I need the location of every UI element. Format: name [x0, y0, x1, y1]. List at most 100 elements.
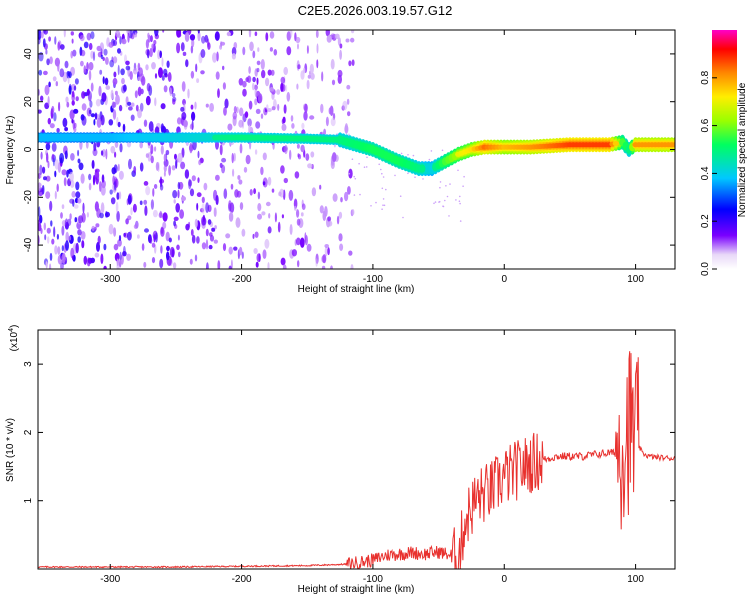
snr-x-tick-label: -100: [363, 574, 383, 585]
spectrogram-noise-cell: [221, 164, 226, 174]
spectrogram-noise-cell: [167, 72, 172, 82]
spectrogram-noise-cell: [351, 158, 354, 160]
spectrogram-noise-cell: [90, 50, 94, 59]
spectrogram-noise-cell: [233, 106, 237, 114]
spectrogram-noise-cell: [181, 112, 187, 120]
spectrogram-noise-cell: [274, 212, 277, 223]
spectrogram-noise-cell: [180, 161, 186, 170]
spectrogram-noise-cell: [449, 183, 451, 185]
spectrogram-noise-cell: [150, 155, 154, 164]
spectrogram-noise-cell: [51, 142, 57, 152]
spectrogram-noise-cell: [173, 216, 179, 221]
spectrogram-noise-cell: [297, 154, 302, 160]
spectrogram-noise-cell: [45, 175, 51, 182]
spectrogram-noise-cell: [301, 203, 306, 210]
spectrogram-noise-cell: [133, 224, 138, 230]
spectrogram-noise-cell: [151, 43, 155, 49]
spectrogram-noise-cell: [71, 100, 75, 106]
spectrogram-noise-cell: [72, 255, 74, 261]
spectrogram-noise-cell: [200, 49, 206, 58]
spectrogram-noise-cell: [78, 215, 84, 224]
spectrogram-noise-cell: [207, 42, 211, 50]
spectrogram-noise-cell: [243, 166, 248, 173]
spectrogram-noise-cell: [281, 118, 285, 125]
spectrogram-noise-cell: [330, 33, 336, 39]
spectrogram-noise-cell: [100, 185, 106, 196]
spectrogram-x-tick-label: -100: [363, 274, 383, 285]
spectrogram-noise-cell: [414, 176, 416, 178]
spectrogram-noise-cell: [111, 56, 114, 63]
spectrogram-noise-cell: [190, 104, 194, 110]
spectrogram-noise-cell: [51, 238, 55, 245]
spectrogram-noise-cell: [378, 163, 381, 166]
spectrogram-noise-cell: [297, 43, 299, 50]
spectrogram-noise-cell: [90, 31, 95, 40]
spectrogram-noise-cell: [217, 88, 220, 99]
spectrogram-noise-cell: [47, 96, 50, 106]
spectrogram-noise-cell: [137, 86, 142, 97]
spectrogram-noise-cell: [139, 142, 143, 149]
spectrogram-y-tick-label: 40: [23, 48, 34, 60]
spectrogram-noise-cell: [220, 41, 226, 46]
snr-y-scale-note: (x104): [8, 325, 20, 352]
spectrogram-noise-cell: [306, 45, 309, 54]
spectrogram-noise-cell: [434, 201, 437, 203]
spectrogram-noise-cell: [46, 152, 49, 163]
spectrogram-noise-cell: [166, 60, 170, 68]
spectrogram-noise-cell: [181, 147, 185, 158]
spectrogram-noise-cell: [54, 190, 57, 200]
spectrogram-noise-cell: [77, 158, 81, 164]
spectrogram-noise-cell: [38, 223, 42, 232]
spectrogram-noise-cell: [145, 64, 149, 71]
spectrogram-noise-cell: [110, 197, 116, 205]
spectrogram-noise-cell: [66, 101, 70, 108]
spectrogram-noise-cell: [74, 217, 78, 223]
spectrogram-noise-cell: [73, 204, 79, 209]
spectrogram-noise-cell: [197, 31, 201, 42]
spectrogram-noise-cell: [438, 201, 440, 203]
spectrogram-noise-cell: [445, 185, 447, 187]
spectrogram-noise-cell: [145, 186, 151, 196]
spectrogram-noise-cell: [261, 211, 266, 216]
spectrogram-noise-cell: [72, 49, 77, 57]
spectrogram-noise-cell: [407, 172, 409, 175]
spectrogram-noise-cell: [304, 103, 308, 114]
spectrogram-noise-cell: [157, 49, 161, 60]
spectrogram-noise-cell: [190, 45, 194, 54]
spectrogram-noise-cell: [42, 38, 46, 48]
spectrogram-noise-cell: [299, 237, 305, 248]
spectrogram-noise-cell: [296, 218, 301, 226]
spectrogram-noise-cell: [348, 168, 353, 179]
spectrogram-noise-cell: [322, 254, 327, 264]
spectrogram-noise-cell: [247, 118, 252, 127]
spectrogram-noise-cell: [327, 216, 332, 222]
spectrogram-noise-cell: [296, 83, 299, 90]
spectrogram-noise-cell: [105, 56, 109, 65]
spectrogram-noise-cell: [134, 32, 137, 38]
spectrogram-noise-cell: [82, 202, 85, 213]
spectrogram-noise-cell: [38, 219, 41, 225]
spectrogram-noise-cell: [158, 67, 163, 78]
spectrogram-noise-cell: [80, 49, 86, 57]
spectrogram-noise-cell: [65, 240, 69, 251]
spectrogram-noise-cell: [297, 64, 301, 70]
spectrogram-noise-cell: [114, 178, 119, 188]
spectrogram-y-label: Frequency (Hz): [5, 116, 16, 185]
spectrogram-noise-cell: [97, 235, 101, 244]
spectrogram-noise-cell: [49, 200, 53, 212]
spectrogram-noise-cell: [197, 177, 200, 184]
spectrogram-noise-cell: [307, 74, 312, 79]
spectrogram-noise-cell: [222, 243, 227, 252]
spectrogram-noise-cell: [248, 124, 251, 135]
spectrogram-noise-cell: [54, 159, 59, 170]
spectrogram-noise-cell: [69, 198, 75, 204]
spectrogram-noise-cell: [112, 56, 118, 64]
spectrogram-noise-cell: [53, 112, 57, 122]
spectrogram-noise-cell: [228, 265, 232, 269]
spectrogram-noise-cell: [80, 60, 84, 67]
spectrogram-noise-cell: [189, 123, 194, 130]
spectrogram-ridge-cell: [419, 164, 426, 173]
spectrogram-noise-cell: [162, 221, 167, 229]
spectrogram-noise-cell: [176, 244, 180, 251]
spectrogram-noise-cell: [100, 150, 104, 156]
